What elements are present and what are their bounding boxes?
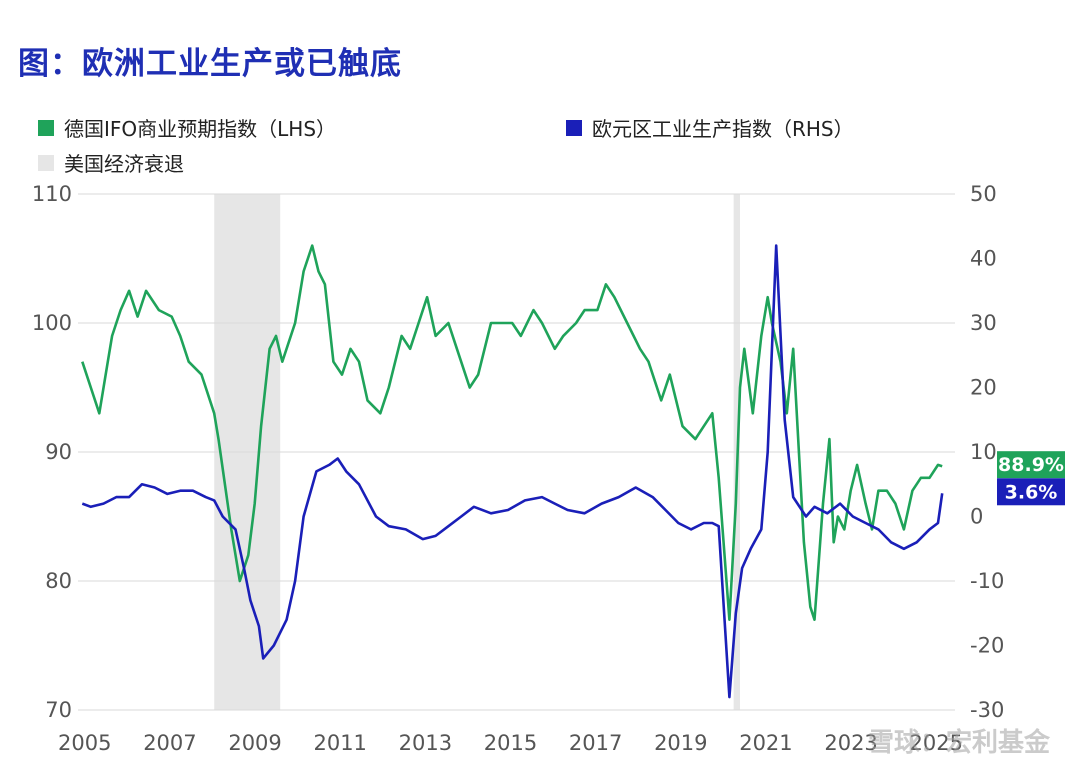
- right-tick-label-4: 10: [970, 440, 997, 464]
- end-label-box-0: [997, 451, 1065, 479]
- end-label-0: 88.9%: [998, 454, 1064, 476]
- right-tick-label-3: 20: [970, 376, 997, 400]
- x-tick-label-9: 2023: [824, 731, 877, 755]
- left-tick-label-4: 70: [45, 698, 72, 722]
- left-tick-label-1: 100: [32, 311, 72, 335]
- legend-swatch-recession: [38, 154, 54, 171]
- right-tick-label-6: -10: [970, 569, 1004, 593]
- right-tick-label-2: 30: [970, 311, 997, 335]
- legend-swatch-ifo: [38, 119, 54, 136]
- watermark: 雪球：宏利基金: [867, 728, 1050, 758]
- x-tick-label-5: 2015: [484, 731, 537, 755]
- right-tick-label-8: -30: [970, 698, 1004, 722]
- right-tick-label-0: 50: [970, 182, 997, 206]
- right-tick-label-5: 0: [970, 505, 983, 529]
- legend-swatch-ip: [566, 119, 582, 136]
- legend-item-ifo: 德国IFO商业预期指数（LHS）: [38, 113, 336, 142]
- x-tick-label-4: 2013: [399, 731, 452, 755]
- x-tick-label-3: 2011: [313, 731, 366, 755]
- series-line-1: [81, 244, 944, 699]
- left-tick-label-3: 80: [45, 569, 72, 593]
- end-label-1: 3.6%: [1005, 481, 1058, 503]
- x-tick-label-10: 2025: [910, 731, 963, 755]
- end-label-box-1: [997, 478, 1065, 506]
- legend-label-ifo: 德国IFO商业预期指数（LHS）: [64, 117, 337, 141]
- x-tick-label-8: 2021: [739, 731, 792, 755]
- left-tick-label-0: 110: [32, 182, 72, 206]
- x-tick-label-0: 2005: [58, 731, 111, 755]
- left-tick-label-2: 90: [45, 440, 72, 464]
- legend-label-ip: 欧元区工业生产指数（RHS）: [592, 117, 854, 141]
- chart-title: 图：欧洲工业生产或已触底: [18, 46, 402, 82]
- x-tick-label-2: 2009: [228, 731, 281, 755]
- x-tick-label-7: 2019: [654, 731, 707, 755]
- legend-item-ip: 欧元区工业生产指数（RHS）: [566, 113, 854, 142]
- legend-item-recession: 美国经济衰退: [38, 148, 184, 177]
- x-tick-label-1: 2007: [143, 731, 196, 755]
- x-tick-label-6: 2017: [569, 731, 622, 755]
- right-tick-label-7: -20: [970, 634, 1004, 658]
- right-tick-label-1: 40: [970, 247, 997, 271]
- series-line-0: [81, 244, 943, 622]
- legend-label-recession: 美国经济衰退: [64, 152, 184, 176]
